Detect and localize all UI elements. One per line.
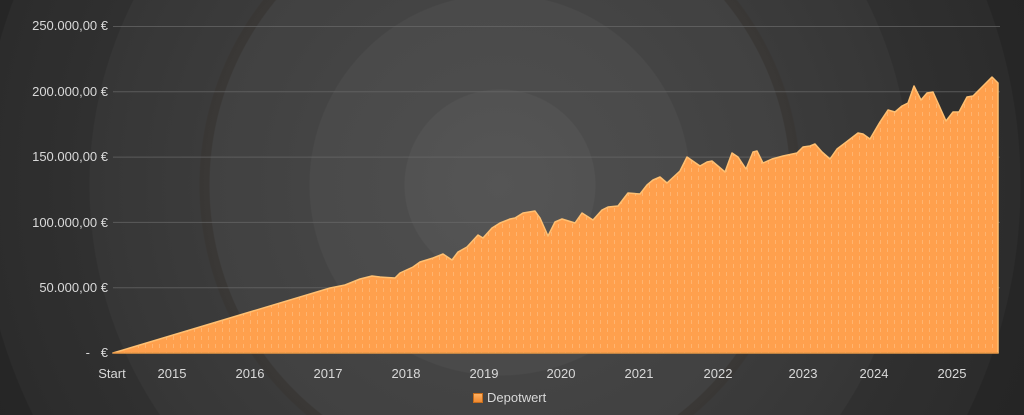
depotwert-area [112, 76, 999, 354]
x-tick-label: 2024 [859, 366, 889, 381]
y-tick-label: 100.000,00 € [32, 215, 108, 230]
y-tick-label: 200.000,00 € [32, 84, 108, 99]
x-tick-label: 2016 [235, 366, 265, 381]
x-tick-label: 2023 [788, 366, 818, 381]
legend-label: Depotwert [487, 390, 547, 405]
y-tick-label: 150.000,00 € [32, 149, 108, 164]
x-tick-label: 2020 [546, 366, 576, 381]
legend-swatch-icon [473, 392, 483, 403]
x-tick-label: 2022 [703, 366, 733, 381]
x-tick-label: 2019 [469, 366, 499, 381]
y-tick-label: 250.000,00 € [32, 18, 108, 33]
x-tick-label: 2021 [624, 366, 654, 381]
x-tick-label: 2025 [937, 366, 967, 381]
x-tick-label: 2017 [313, 366, 343, 381]
y-tick-label: 50.000,00 € [39, 280, 108, 295]
legend[interactable]: Depotwert [473, 390, 546, 405]
y-tick-label: - € [85, 345, 108, 360]
x-tick-label: 2018 [391, 366, 421, 381]
x-tick-label: 2015 [157, 366, 187, 381]
x-tick-label: Start [98, 366, 126, 381]
